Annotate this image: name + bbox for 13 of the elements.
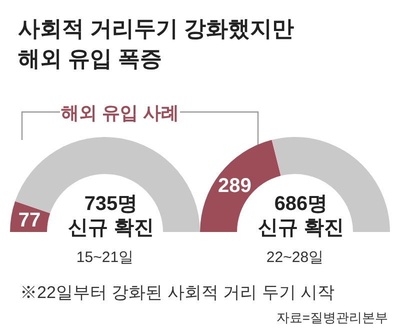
text: 신규 확진 — [68, 217, 154, 239]
chart-title: 사회적 거리두기 강화했지만 — [18, 16, 294, 41]
text: 15~21일 — [76, 249, 134, 266]
data-label: 289 — [218, 174, 252, 197]
text: ※22일부터 강화된 사회적 거리 두기 시작 — [20, 283, 335, 302]
text: 해외 유입 사례 — [60, 103, 180, 123]
text: 686명 — [274, 193, 328, 215]
text: 자료=질병관리본부 — [276, 310, 388, 325]
text: 22~28일 — [266, 249, 324, 266]
chart-subtitle: 해외 유입 폭증 — [18, 46, 162, 71]
text: 신규 확진 — [258, 217, 344, 239]
text: 735명 — [84, 193, 138, 215]
data-label: 77 — [18, 209, 41, 232]
